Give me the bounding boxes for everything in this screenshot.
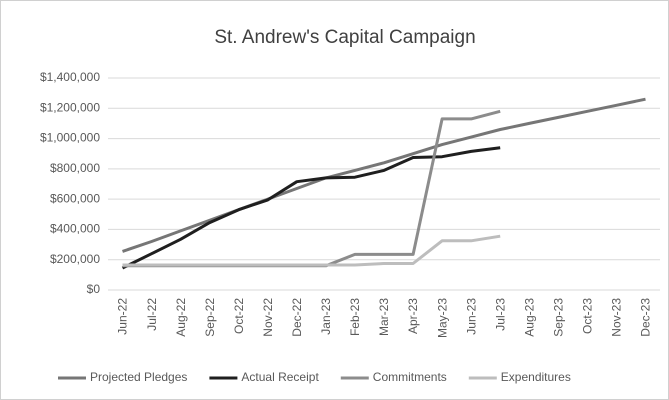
x-tick-label: Sep-22 — [203, 298, 217, 337]
legend-label: Actual Receipt — [241, 370, 319, 384]
x-tick-label: Mar-23 — [377, 298, 391, 336]
y-tick-label: $400,000 — [50, 222, 100, 236]
x-tick-label: Jan-23 — [319, 298, 333, 335]
x-tick-label: Oct-23 — [581, 298, 595, 334]
y-tick-label: $1,400,000 — [40, 70, 100, 84]
x-tick-label: Jun-23 — [464, 298, 478, 335]
x-tick-label: Feb-23 — [348, 298, 362, 336]
x-tick-label: Aug-22 — [174, 298, 188, 337]
x-tick-label: Jul-22 — [145, 298, 159, 331]
series-line — [121, 146, 501, 270]
x-tick-label: Sep-23 — [551, 298, 565, 337]
x-tick-label: May-23 — [435, 298, 449, 338]
x-tick-label: Dec-23 — [639, 298, 653, 337]
x-tick-label: Oct-22 — [232, 298, 246, 334]
legend-label: Commitments — [373, 370, 447, 384]
legend-label: Projected Pledges — [90, 370, 187, 384]
series-line — [122, 234, 501, 267]
x-tick-label: Jul-23 — [493, 298, 507, 331]
legend-label: Expenditures — [501, 370, 571, 384]
y-tick-label: $1,000,000 — [40, 131, 100, 145]
x-tick-label: Aug-23 — [522, 298, 536, 337]
x-tick-label: Jun-22 — [116, 298, 130, 335]
series-line — [122, 97, 646, 253]
y-tick-label: $800,000 — [50, 161, 100, 175]
y-tick-label: $1,200,000 — [40, 100, 100, 114]
x-tick-label: Nov-23 — [610, 298, 624, 337]
chart-title: St. Andrew's Capital Campaign — [214, 27, 475, 48]
y-tick-label: $600,000 — [50, 191, 100, 205]
y-tick-label: $200,000 — [50, 252, 100, 266]
y-tick-label: $0 — [87, 282, 101, 296]
x-tick-label: Nov-22 — [261, 298, 275, 337]
x-tick-label: Apr-23 — [406, 298, 420, 334]
x-tick-label: Dec-22 — [290, 298, 304, 337]
